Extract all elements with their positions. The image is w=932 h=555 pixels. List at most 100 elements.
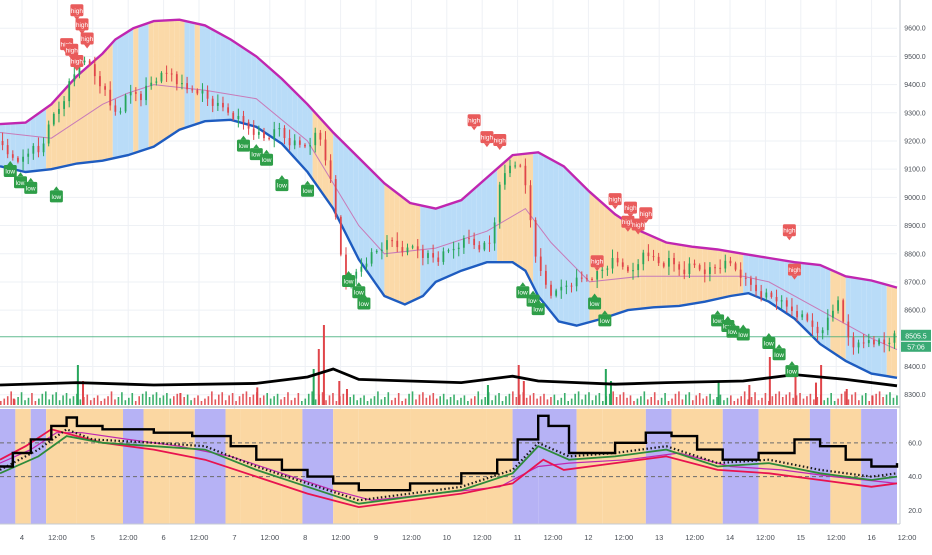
volume-bar — [864, 393, 867, 405]
band-segment — [456, 200, 462, 273]
candle-body — [857, 342, 860, 348]
low-marker: low — [352, 282, 366, 299]
oscillator-zone — [30, 409, 47, 524]
time-tick-label: 15 — [797, 533, 805, 542]
price-axis-bg — [900, 0, 932, 550]
volume-bar — [159, 397, 161, 405]
volume-bar — [543, 393, 545, 405]
time-tick-label: 12:00 — [614, 533, 633, 542]
volume-bar — [716, 397, 718, 405]
volume-bar — [854, 392, 857, 405]
band-segment — [779, 259, 785, 312]
volume-bar — [553, 394, 556, 405]
marker-box — [275, 179, 289, 192]
marker-box — [467, 114, 481, 127]
volume-bar — [276, 393, 279, 405]
band-segment — [15, 122, 21, 171]
marker-pointer — [496, 145, 503, 150]
candle-body — [483, 242, 486, 250]
band-segment — [502, 159, 508, 263]
oscillator-zone — [830, 409, 862, 524]
candle-body — [78, 62, 81, 75]
band-segment — [61, 87, 67, 167]
volume-bar — [615, 397, 618, 405]
volume-bar — [705, 396, 708, 405]
candle-body — [237, 115, 240, 119]
marker-label: low — [764, 340, 774, 347]
band-segment — [76, 71, 83, 164]
volume-bar — [176, 393, 179, 405]
volume-bar — [709, 393, 711, 405]
candle-body — [242, 115, 245, 123]
volume-bar — [460, 397, 462, 405]
candle-body — [698, 265, 701, 270]
marker-pointer — [627, 213, 634, 218]
volume-bar — [598, 393, 601, 405]
marker-box — [249, 148, 263, 161]
candle-body — [140, 93, 142, 101]
volume-bar — [370, 398, 372, 405]
time-tick-label: 12:00 — [119, 533, 138, 542]
marker-pointer — [530, 290, 537, 295]
candle-body — [550, 284, 552, 296]
candle-body — [232, 112, 235, 119]
volume-spike — [820, 365, 823, 405]
time-tick-label: 12:00 — [190, 533, 209, 542]
marker-box — [785, 365, 799, 378]
indicator-lines — [0, 18, 899, 509]
band-segment — [220, 33, 226, 121]
band-segment — [246, 49, 252, 126]
marker-pointer — [73, 16, 80, 21]
candle-body — [570, 285, 573, 287]
candle-body — [206, 90, 209, 99]
band-segment — [210, 28, 216, 121]
volume-bar — [252, 394, 255, 405]
candle-body — [427, 253, 429, 258]
volume-bar — [359, 397, 362, 405]
candle-body — [765, 292, 768, 298]
volume-bar — [96, 395, 99, 405]
volume-bar — [269, 398, 272, 405]
volume-bar — [311, 391, 313, 405]
marker-label: high — [494, 137, 507, 144]
marker-box — [493, 133, 507, 146]
candle-body — [88, 60, 91, 65]
volume-bar — [335, 401, 338, 405]
marker-pointer — [591, 293, 598, 298]
band-segment — [835, 271, 841, 358]
volume-bar — [55, 392, 57, 405]
low-marker: low — [516, 282, 530, 299]
volume-spike — [871, 395, 874, 405]
oscillator-zone — [169, 409, 195, 524]
band-segment — [102, 47, 108, 161]
volume-bar — [307, 393, 310, 405]
volume-bar — [294, 397, 296, 405]
volume-bar — [172, 396, 175, 405]
candle-body — [334, 179, 337, 217]
oscillator-tick-label: 60.0 — [908, 440, 922, 447]
volume-bar — [712, 399, 715, 405]
high-marker: high — [623, 201, 637, 218]
candle-body — [52, 113, 55, 125]
volume-bar — [228, 395, 230, 405]
volume-spike — [748, 385, 751, 405]
volume-bar — [435, 398, 438, 405]
band-segment — [522, 153, 528, 276]
marker-box — [14, 176, 28, 189]
marker-pointer — [729, 321, 736, 326]
volume-bar — [577, 391, 580, 405]
volume-bar — [747, 399, 749, 405]
candle-body — [421, 249, 424, 258]
marker-label: low — [5, 168, 15, 175]
oscillator-zone — [358, 409, 411, 524]
volume-bar — [650, 397, 653, 405]
candle-body — [339, 216, 342, 255]
candle-body — [852, 337, 855, 348]
volume-bar — [131, 393, 134, 405]
marker-box — [3, 164, 17, 177]
volume-bar — [38, 398, 40, 405]
high-marker: high — [75, 18, 89, 35]
band-segment — [507, 155, 513, 263]
